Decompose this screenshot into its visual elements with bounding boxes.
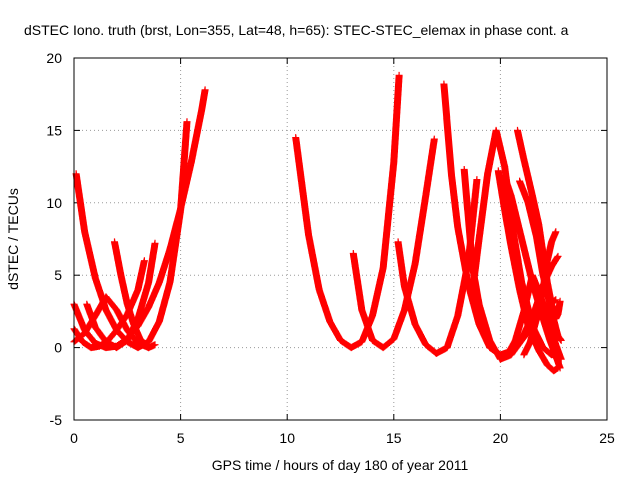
y-tick-label: 0 [54, 340, 62, 356]
data-series [111, 238, 153, 352]
series-markers [520, 228, 560, 359]
data-series [520, 228, 560, 359]
data-series [292, 71, 403, 352]
data-series [83, 239, 159, 352]
x-axis-label: GPS time / hours of day 180 of year 2011 [212, 457, 469, 473]
series-markers [349, 135, 438, 352]
series-markers [111, 238, 153, 352]
data-series [505, 271, 565, 363]
chart-title: dSTEC Iono. truth (brst, Lon=355, Lat=48… [24, 22, 569, 38]
x-tick-label: 25 [599, 430, 615, 446]
y-tick-label: 10 [46, 195, 62, 211]
y-tick-label: 15 [46, 122, 62, 138]
x-tick-label: 10 [279, 430, 295, 446]
data-series [349, 135, 438, 352]
y-tick-label: 5 [54, 267, 62, 283]
x-tick-label: 15 [386, 430, 402, 446]
x-tick-label: 20 [493, 430, 509, 446]
y-tick-label: -5 [50, 412, 63, 428]
y-tick-label: 20 [46, 50, 62, 66]
series-markers [292, 71, 403, 352]
y-axis-label: dSTEC / TECUs [5, 188, 21, 290]
plot-marks [70, 71, 565, 375]
series-markers [505, 271, 565, 363]
axis-ticks: 0 5 10 15 20 25 -5 0 5 10 15 20 [46, 50, 615, 446]
series-markers [83, 239, 159, 352]
plot-border [73, 57, 608, 421]
x-tick-label: 0 [70, 430, 78, 446]
x-tick-label: 5 [177, 430, 185, 446]
